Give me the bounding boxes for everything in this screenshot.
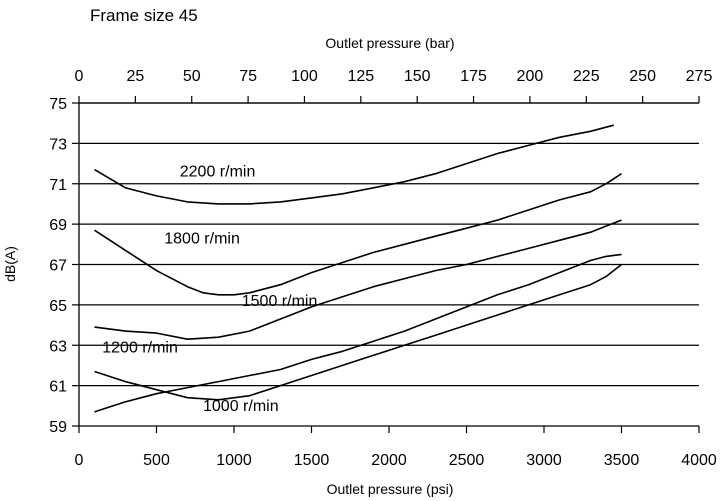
x-tick-label: 4000 bbox=[681, 452, 717, 469]
series-label: 1800 r/min bbox=[164, 230, 240, 247]
axes: 0 500 1000 1500 2000 2500 3000 3500 4000 0 25 50 75 1… bbox=[49, 68, 717, 469]
x-tick-label: 2000 bbox=[371, 452, 407, 469]
top-x-tick-label: 50 bbox=[183, 68, 201, 85]
y-tick-label: 65 bbox=[49, 298, 67, 315]
x-tick-label: 1500 bbox=[294, 452, 330, 469]
top-x-tick-label: 125 bbox=[347, 68, 374, 85]
chart-title: Frame size 45 bbox=[90, 6, 198, 25]
y-tick-label: 67 bbox=[49, 258, 67, 275]
x-tick-label: 500 bbox=[143, 452, 170, 469]
top-x-tick-label: 275 bbox=[686, 68, 713, 85]
y-tick-label: 59 bbox=[49, 419, 67, 436]
series-line bbox=[94, 219, 622, 340]
x-tick-label: 2500 bbox=[449, 452, 485, 469]
y-tick-label: 71 bbox=[49, 177, 67, 194]
top-x-axis-label: Outlet pressure (bar) bbox=[325, 35, 454, 51]
series-label: 1200 r/min bbox=[102, 339, 178, 356]
top-x-tick-label: 250 bbox=[629, 68, 656, 85]
x-tick-label: 3500 bbox=[604, 452, 640, 469]
y-tick-label: 75 bbox=[49, 96, 67, 113]
series-line bbox=[94, 253, 622, 413]
x-axis-label: Outlet pressure (psi) bbox=[327, 481, 454, 497]
y-tick-label: 69 bbox=[49, 217, 67, 234]
series-label: 1000 r/min bbox=[203, 398, 279, 415]
top-x-tick-label: 225 bbox=[573, 68, 600, 85]
series-line bbox=[94, 124, 614, 205]
x-tick-label: 1000 bbox=[216, 452, 252, 469]
series-label: 2200 r/min bbox=[180, 164, 256, 181]
series-label: 1500 r/min bbox=[242, 293, 318, 310]
top-x-tick-label: 175 bbox=[460, 68, 487, 85]
top-x-tick-label: 200 bbox=[517, 68, 544, 85]
top-x-tick-label: 75 bbox=[239, 68, 257, 85]
top-x-tick-label: 150 bbox=[404, 68, 431, 85]
series-line bbox=[94, 173, 622, 296]
y-tick-label: 61 bbox=[49, 379, 67, 396]
y-tick-label: 63 bbox=[49, 338, 67, 355]
x-tick-label: 3000 bbox=[526, 452, 562, 469]
series-labels: 2200 r/min 1800 r/min 1500 r/min 1200 r/min… bbox=[102, 164, 317, 415]
top-x-tick-label: 0 bbox=[75, 68, 84, 85]
y-axis-label: dB(A) bbox=[2, 246, 18, 282]
top-x-tick-label: 100 bbox=[291, 68, 318, 85]
y-tick-label: 73 bbox=[49, 136, 67, 153]
series-line bbox=[94, 263, 622, 401]
x-tick-label: 0 bbox=[75, 452, 84, 469]
top-x-tick-label: 25 bbox=[126, 68, 144, 85]
series-lines bbox=[94, 124, 622, 413]
